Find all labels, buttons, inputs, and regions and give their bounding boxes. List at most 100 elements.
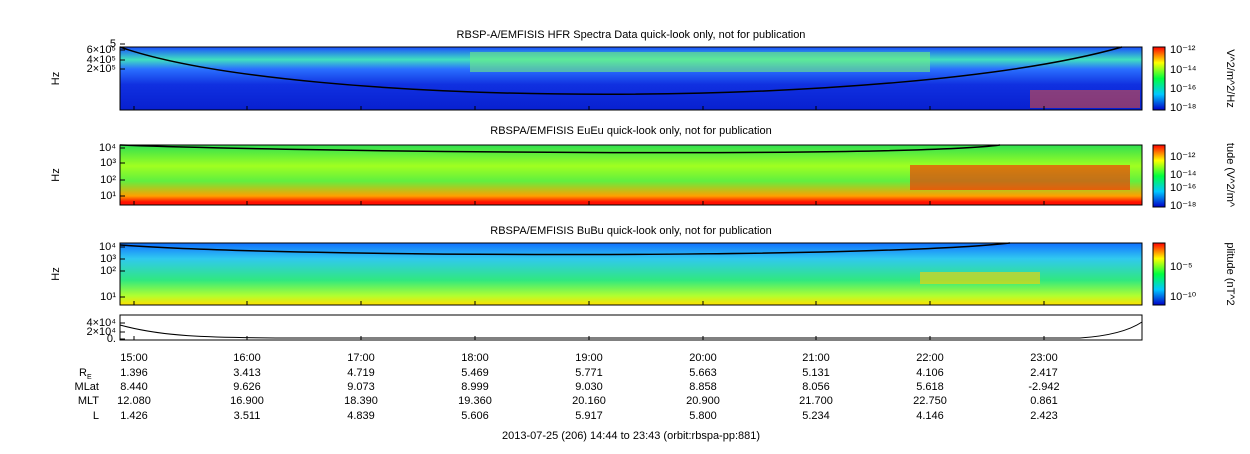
- spectrogram-feature: [470, 52, 930, 72]
- row-value: 4.106: [916, 367, 944, 379]
- row-value: 5.800: [689, 410, 717, 422]
- colorbar-tick-label: 10⁻¹²: [1170, 151, 1196, 163]
- row-value: 5.917: [575, 410, 603, 422]
- y-axis-label: Hz: [50, 168, 62, 181]
- colorbar: [1152, 144, 1166, 208]
- y-tick-label: 10⁴: [99, 142, 116, 154]
- row-value: 20.160: [572, 395, 606, 407]
- row-value: 8.858: [689, 381, 717, 393]
- y-tick-label: 5: [110, 38, 116, 50]
- y-tick-label: 10¹: [100, 190, 116, 202]
- x-tick-label: 16:00: [233, 352, 261, 364]
- colorbar-tick-label: 10⁻¹⁰: [1170, 291, 1197, 303]
- row-value: 8.999: [461, 381, 489, 393]
- row-value: 5.663: [689, 367, 717, 379]
- row-value: 3.413: [233, 367, 261, 379]
- row-label: MLT: [78, 395, 99, 407]
- row-value: 1.426: [120, 410, 148, 422]
- y-tick-label: 2×10⁴: [86, 326, 116, 338]
- row-value: 2.417: [1030, 367, 1058, 379]
- row-value: 2.423: [1030, 410, 1058, 422]
- row-value: 5.606: [461, 410, 489, 422]
- row-value: 16.900: [230, 395, 264, 407]
- colorbar-tick-label: 10⁻¹⁴: [1170, 169, 1197, 181]
- row-value: 19.360: [458, 395, 492, 407]
- row-value: 5.469: [461, 367, 489, 379]
- colorbar: [1152, 46, 1166, 111]
- x-tick-label: 15:00: [120, 352, 148, 364]
- colorbar-tick-label: 10⁻¹²: [1170, 44, 1196, 56]
- row-value: 9.030: [575, 381, 603, 393]
- colorbar-tick-label: 10⁻⁵: [1170, 261, 1193, 273]
- row-value: 5.234: [802, 410, 830, 422]
- x-tick-label: 17:00: [347, 352, 375, 364]
- row-value: 21.700: [799, 395, 833, 407]
- y-tick-label: 2×10⁵: [87, 63, 116, 75]
- y-tick-label: 10³: [100, 157, 116, 169]
- row-value: 4.839: [347, 410, 375, 422]
- y-tick-label: 10¹: [100, 291, 116, 303]
- y-tick-label: 10⁴: [99, 241, 116, 253]
- colorbar: [1152, 242, 1166, 306]
- x-tick-label: 21:00: [802, 352, 830, 364]
- row-value: 9.626: [233, 381, 261, 393]
- curve: [119, 144, 1001, 154]
- y-tick-label: 6×10⁵: [87, 44, 116, 56]
- panel-title: RBSPA/EMFISIS EuEu quick-look only, not …: [490, 125, 771, 137]
- row-label: R: [79, 367, 87, 379]
- y-axis-label: Hz: [50, 72, 62, 85]
- colorbar-tick-label: 10⁻¹⁴: [1170, 64, 1197, 76]
- row-value: 9.073: [347, 381, 375, 393]
- panel-frame: [119, 144, 1143, 206]
- panel-frame: [119, 314, 1143, 341]
- row-value: 18.390: [344, 395, 378, 407]
- y-tick-label: 0.: [107, 333, 116, 345]
- row-value: 8.056: [802, 381, 830, 393]
- row-value: 22.750: [913, 395, 947, 407]
- y-tick-label: 4×10⁵: [87, 54, 116, 66]
- row-label: L: [93, 410, 99, 422]
- y-tick-label: 10²: [100, 265, 116, 277]
- x-tick-label: 19:00: [575, 352, 603, 364]
- row-value: 3.511: [234, 410, 261, 422]
- footer: 2013-07-25 (206) 14:44 to 23:43 (orbit:r…: [502, 430, 760, 442]
- colorbar-label: V^2/m^2/Hz: [1224, 49, 1236, 108]
- spectrogram-feature: [920, 272, 1040, 284]
- x-tick-label: 20:00: [689, 352, 717, 364]
- y-tick-label: 10²: [100, 174, 116, 186]
- row-value: 5.131: [802, 367, 830, 379]
- colorbar-label: plitude (nT^2: [1224, 242, 1236, 305]
- spectrogram-feature: [1030, 90, 1140, 108]
- row-value: 0.861: [1030, 395, 1058, 407]
- panel-title: RBSP-A/EMFISIS HFR Spectra Data quick-lo…: [457, 29, 806, 41]
- row-value: 5.771: [575, 367, 603, 379]
- row-value: 5.618: [916, 381, 944, 393]
- row-value: -2.942: [1028, 381, 1059, 393]
- y-axis-label: Hz: [50, 267, 62, 280]
- colorbar-tick-label: 10⁻¹⁶: [1170, 83, 1196, 95]
- y-tick-label: 4×10⁴: [86, 317, 116, 329]
- row-label: MLat: [75, 381, 99, 393]
- row-value: 1.396: [120, 367, 148, 379]
- curve: [119, 321, 1143, 339]
- panel-frame: [119, 46, 1143, 111]
- colorbar-tick-label: 10⁻¹⁸: [1170, 102, 1196, 114]
- colorbar-label: tude (V^2/m^: [1224, 143, 1236, 208]
- curve: [119, 46, 1123, 95]
- panel-title: RBSPA/EMFISIS BuBu quick-look only, not …: [490, 225, 771, 237]
- colorbar-tick-label: 10⁻¹⁸: [1170, 200, 1196, 212]
- x-tick-label: 23:00: [1030, 352, 1058, 364]
- y-tick-label: 10³: [100, 253, 116, 265]
- x-tick-label: 18:00: [461, 352, 489, 364]
- colorbar-tick-label: 10⁻¹⁶: [1170, 182, 1196, 194]
- curve: [119, 242, 1011, 256]
- row-value: 8.440: [120, 381, 148, 393]
- row-value: 4.146: [916, 410, 944, 422]
- panel-frame: [119, 242, 1143, 306]
- row-value: 20.900: [686, 395, 720, 407]
- row-label-subscript: E: [87, 374, 92, 381]
- spectrogram-feature: [910, 165, 1130, 190]
- x-tick-label: 22:00: [916, 352, 944, 364]
- row-value: 12.080: [117, 395, 151, 407]
